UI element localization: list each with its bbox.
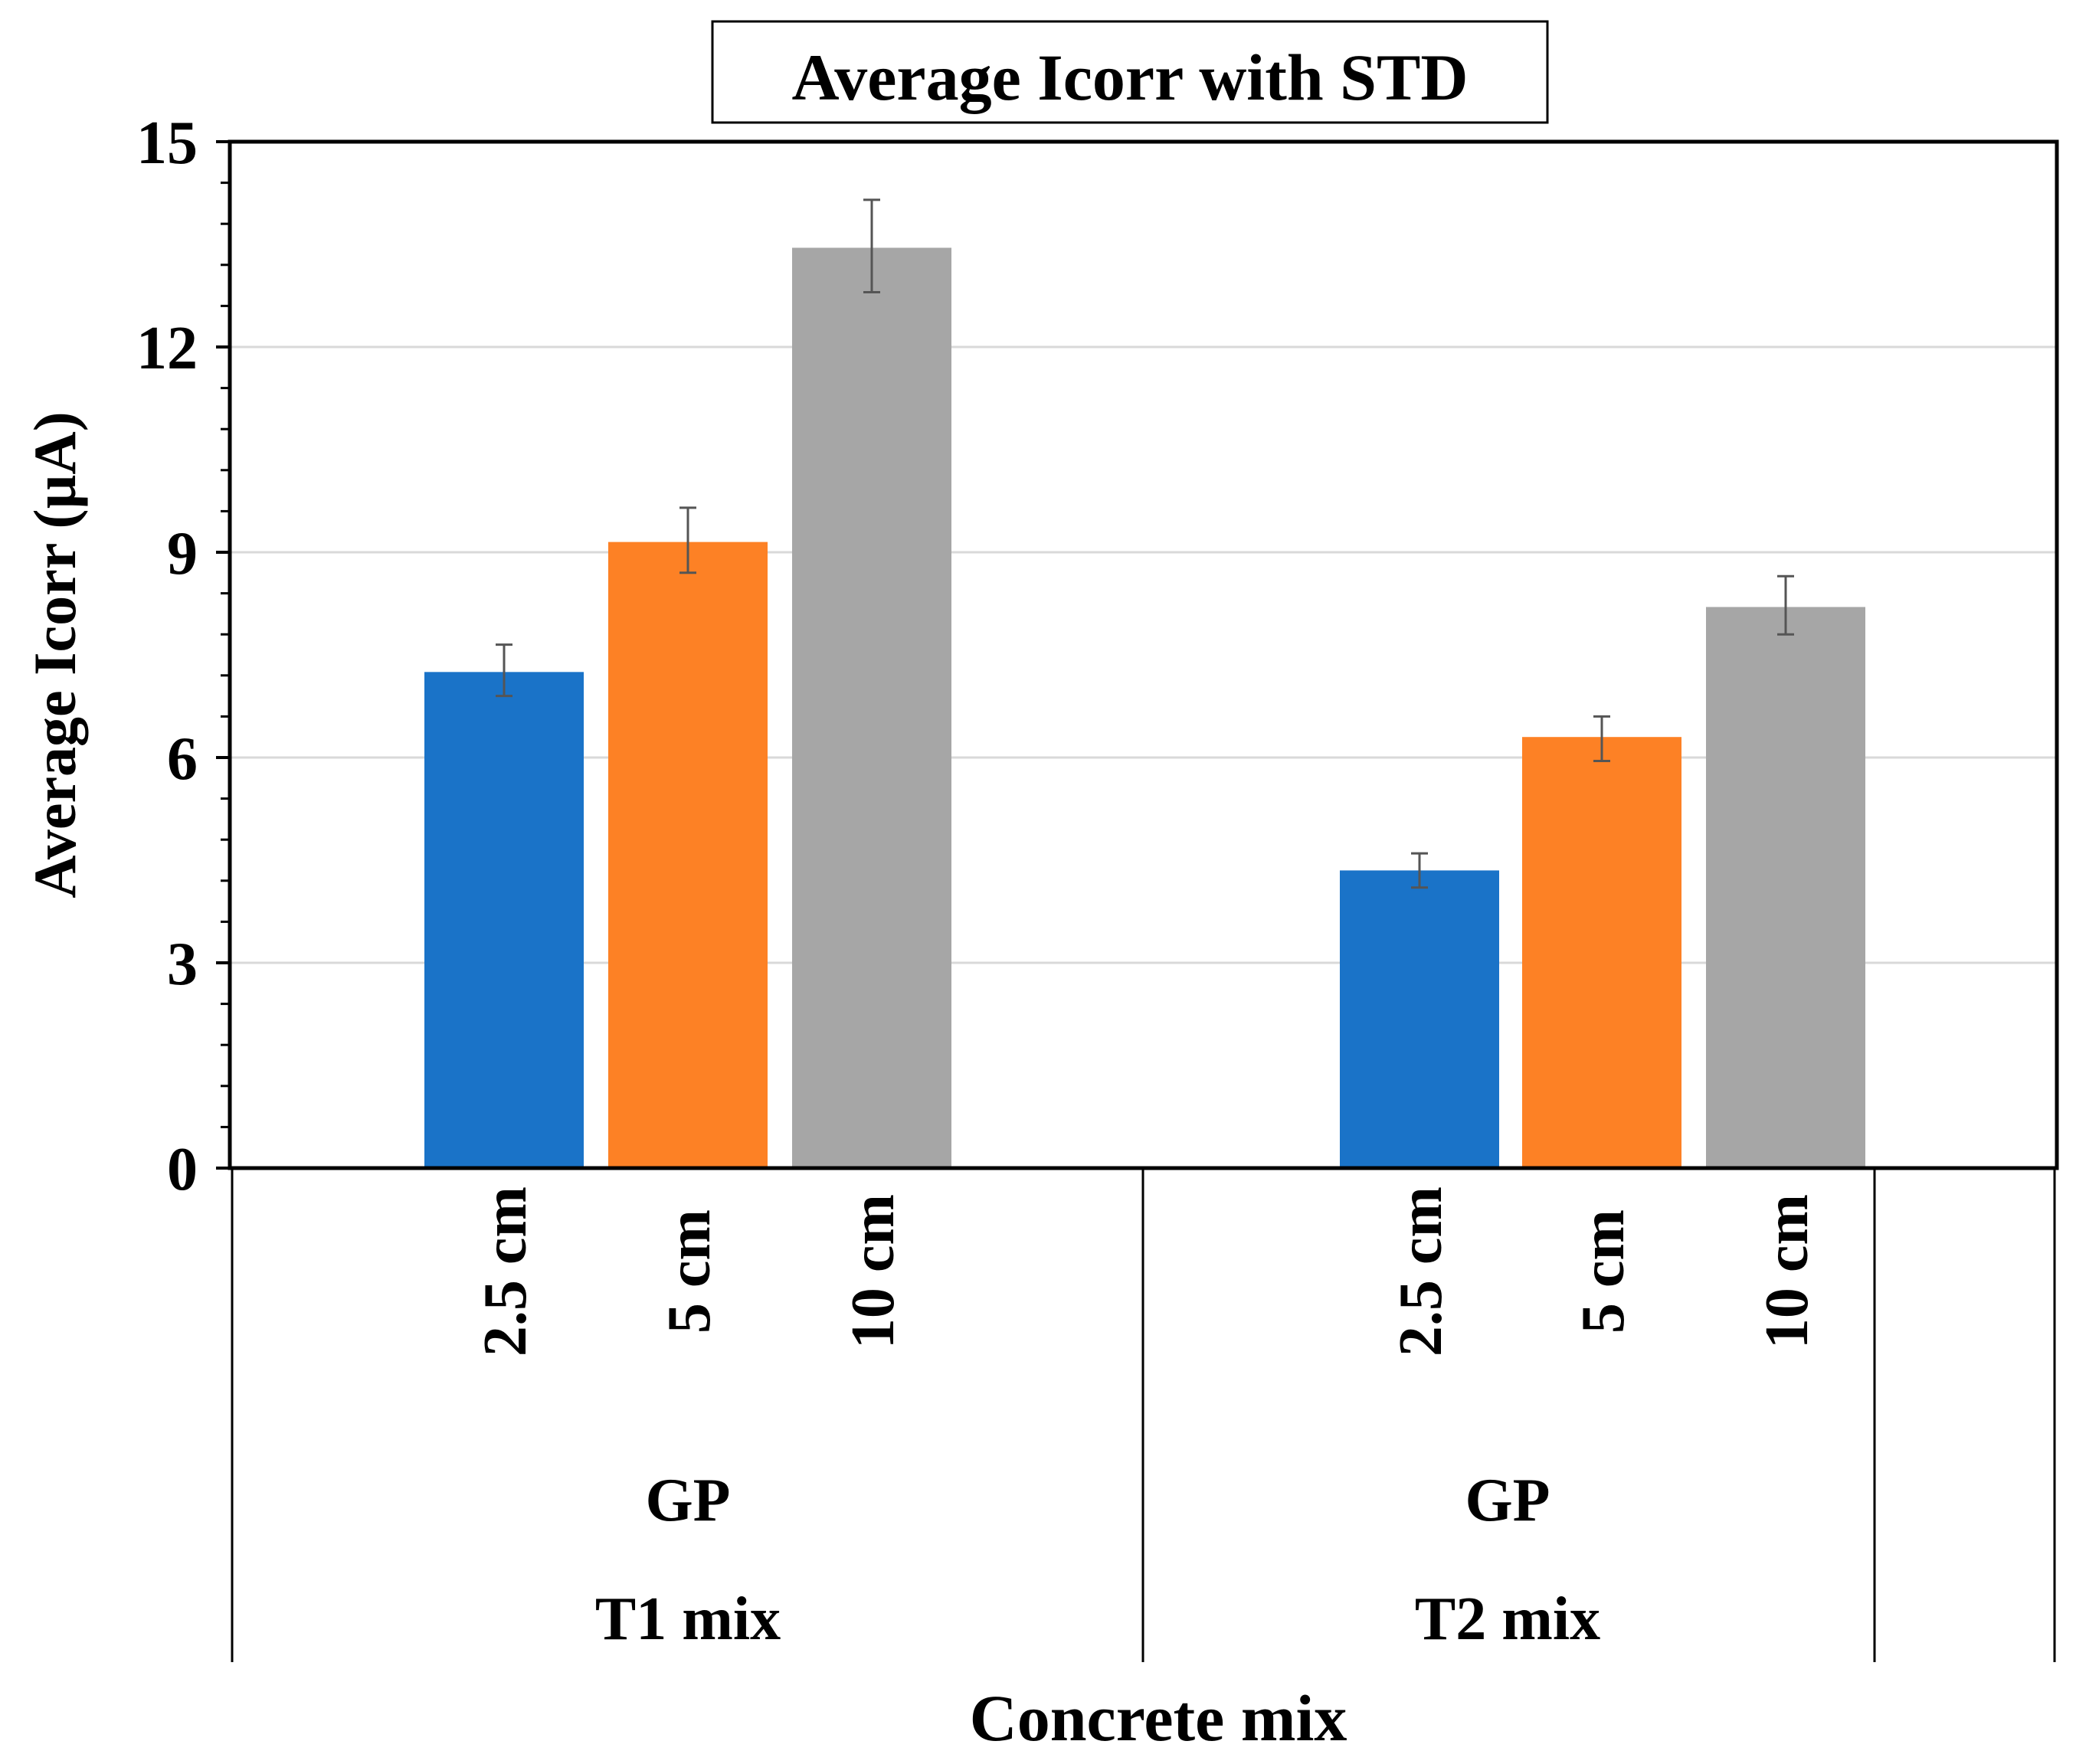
title-box: [711, 20, 1549, 124]
y-axis: 0 3 6 9 12 15: [136, 110, 230, 1203]
category-tick-label: 10 cm: [1753, 1194, 1821, 1349]
x-axis-title: Concrete mix: [970, 1681, 1347, 1755]
bar: [1340, 870, 1499, 1168]
category-tick-label: 5 cm: [1570, 1209, 1637, 1334]
group-label: T1 mix: [595, 1586, 781, 1653]
group-label: T2 mix: [1415, 1586, 1600, 1653]
category-axis: 2.5 cm 5 cm 10 cm 2.5 cm 5 cm 10 cm GP T1 mix GP…: [231, 1168, 2056, 1662]
bar: [608, 542, 768, 1168]
bar: [792, 247, 951, 1168]
title-text: Average Icorr with STD: [792, 41, 1469, 114]
y-tick-label: 12: [136, 315, 198, 382]
bar: [1522, 737, 1681, 1168]
category-tick-label: 5 cm: [656, 1209, 723, 1334]
y-tick-label: 9: [167, 520, 198, 587]
bar: [1706, 607, 1865, 1168]
y-tick-label: 15: [136, 110, 198, 177]
chart-title: Average Icorr with STD: [711, 20, 1549, 124]
category-sublabel: GP: [645, 1467, 730, 1534]
y-tick-label: 0: [167, 1136, 198, 1203]
y-axis-title: Average Icorr (µA): [21, 411, 88, 898]
category-sublabel: GP: [1465, 1467, 1550, 1534]
y-tick-label: 3: [167, 931, 198, 998]
bar: [424, 672, 584, 1168]
category-tick-label: 2.5 cm: [1387, 1186, 1455, 1357]
y-tick-label: 6: [167, 725, 198, 793]
category-tick-label: 10 cm: [840, 1194, 907, 1349]
bars: [424, 247, 1865, 1168]
error-bars: [496, 198, 1794, 889]
category-tick-label: 2.5 cm: [472, 1186, 539, 1357]
